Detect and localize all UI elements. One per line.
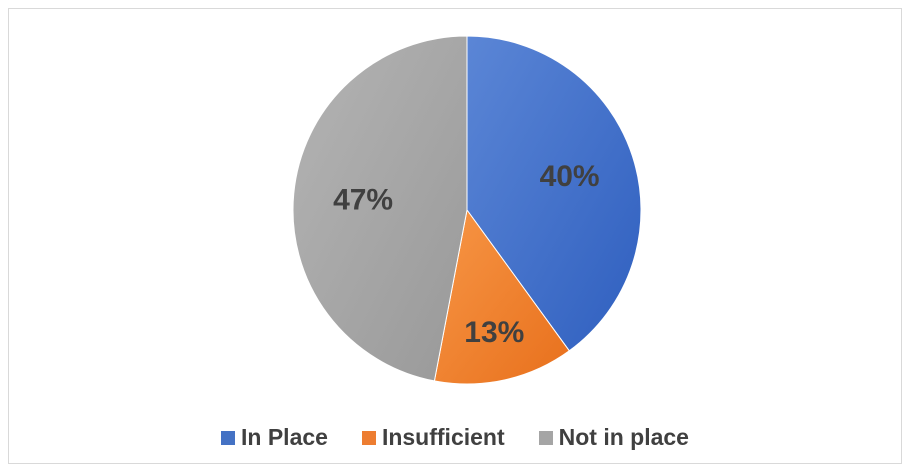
legend-item-in-place: In Place	[221, 424, 328, 451]
pie-slice-not-in-place	[292, 35, 468, 382]
legend-swatch-not-in-place	[538, 430, 553, 445]
legend-label-insufficient: Insufficient	[381, 424, 505, 450]
legend-label-not-in-place: Not in place	[558, 424, 689, 450]
legend-swatch-in-place	[221, 430, 236, 445]
legend-item-not-in-place: Not in place	[538, 424, 689, 451]
pie-slice-in-place	[466, 35, 642, 352]
chart-area: 40% 13% 47% In Place Insufficient Not in p…	[8, 8, 902, 464]
legend-swatch-insufficient	[361, 430, 376, 445]
data-label-in-place: 40%	[540, 160, 600, 193]
pie-slice-insufficient	[433, 208, 570, 385]
legend: In Place Insufficient Not in place	[9, 424, 901, 451]
legend-item-insufficient: Insufficient	[361, 424, 505, 451]
data-label-not-in-place: 47%	[333, 184, 393, 217]
pie-chart: 40% 13% 47%	[292, 35, 642, 385]
data-label-insufficient: 13%	[464, 316, 524, 349]
legend-label-in-place: In Place	[241, 424, 328, 450]
